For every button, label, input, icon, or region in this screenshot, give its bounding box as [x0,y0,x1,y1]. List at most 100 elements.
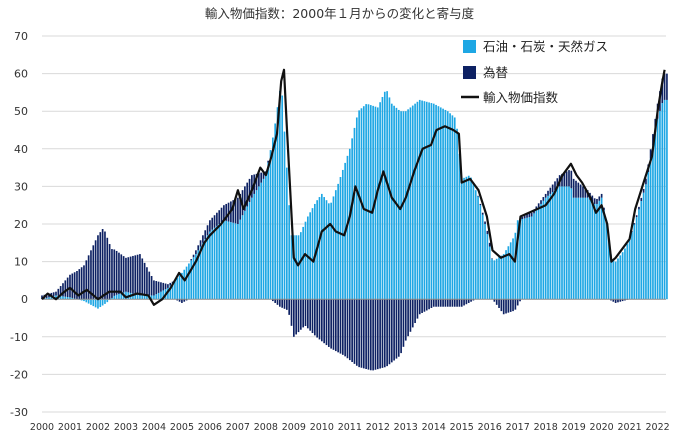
bar-fx [202,235,204,243]
bar-oil [141,295,144,300]
bar-fx [362,299,365,369]
bar-fx [302,299,305,328]
bar-fx [344,299,346,357]
bar-oil [339,177,342,300]
bar-fx [486,230,489,235]
bar-fx [64,280,67,297]
bar-fx [642,188,645,193]
bar-oil [209,231,211,300]
bar-oil [498,257,500,300]
bar-oil [192,257,195,300]
bar-fx [649,149,652,159]
bar-fx [512,299,514,312]
bar-oil [544,197,547,300]
bar-oil [220,222,223,300]
bar-oil [446,111,449,300]
bar-fx [216,212,218,226]
bar-oil [493,260,496,300]
bar-oil [568,186,570,300]
bar-fx [638,206,640,210]
bar-oil [176,277,179,300]
bar-oil [118,294,120,300]
bar-oil [530,216,533,300]
bar-fx [593,198,596,204]
bar-fx [211,217,214,230]
bar-fx [155,281,158,295]
bar-oil [171,282,174,300]
bar-oil [50,296,53,300]
bar-oil [451,115,454,300]
bar-oil [167,287,169,300]
bar-fx [516,299,519,306]
bar-fx [451,299,454,307]
bar-fx [353,299,356,364]
bar-oil [528,217,531,300]
bar-fx [456,299,458,307]
bar-fx [141,258,144,296]
bar-fx [537,203,540,208]
x-tick-label: 2005 [170,422,194,433]
bar-fx [304,299,307,326]
bar-oil [293,235,295,300]
bar-oil [633,224,636,300]
bar-oil [404,111,407,300]
bar-oil [358,110,360,300]
bar-oil [223,220,225,300]
bar-oil [521,218,524,300]
bar-oil [519,219,521,300]
bar-fx [94,240,97,300]
bar-oil [169,285,172,300]
bar-oil [500,255,503,300]
bar-fx [232,200,235,223]
bar-oil [640,201,643,300]
bar-oil [255,190,258,300]
bar-fx [258,173,260,187]
bar-fx [153,280,155,296]
bar-oil [288,205,291,300]
bar-oil [390,103,393,300]
bar-fx [69,274,71,298]
bar-oil [295,235,298,300]
bar-fx [260,172,263,183]
bar-oil [369,105,372,300]
bar-oil [265,175,267,300]
bar-oil [474,190,477,300]
bar-fx [400,299,402,354]
bar-fx [369,299,372,371]
y-axis: -30 -20 -10 0 10 20 30 40 50 60 70 [10,30,28,419]
bar-fx [481,212,484,215]
bar-oil [463,177,465,300]
bar-oil [591,201,594,300]
y-tick-label: 20 [14,218,28,231]
bar-fx [633,223,636,225]
bar-fx [505,299,507,314]
bar-fx [425,299,428,311]
bar-oil [456,128,458,300]
bar-oil [213,227,216,300]
y-tick-label: 50 [14,105,28,118]
bar-oil [624,248,626,300]
bar-oil [71,297,74,300]
x-tick-label: 2016 [478,422,502,433]
bar-fx [297,299,300,333]
bar-oil [234,223,237,300]
bar-fx [526,213,528,218]
bar-fx [55,291,57,296]
bar-fx [325,299,328,346]
bar-oil [603,210,605,300]
bar-oil [225,220,228,300]
bar-fx [272,299,274,302]
bar-fx [584,188,587,198]
bar-oil [320,193,323,300]
bar-oil [248,202,251,300]
bar-fx [479,203,482,206]
bar-fx [59,286,62,297]
bar-oil [232,222,235,300]
x-tick-label: 2019 [562,422,586,433]
bar-oil [104,299,106,304]
bar-fx [600,193,603,198]
bar-fx [104,231,106,300]
x-tick-label: 2004 [142,422,166,433]
bar-fx [120,254,123,294]
bar-fx [542,197,545,201]
